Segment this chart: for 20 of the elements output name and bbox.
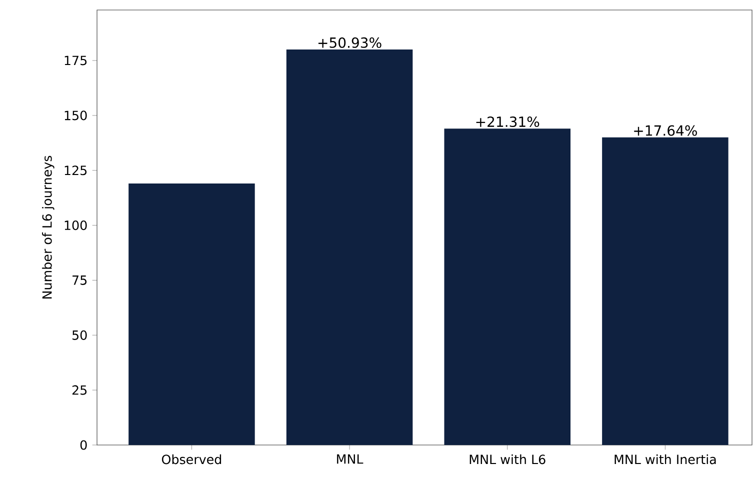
annotation: +50.93% [318, 37, 382, 48]
y-tick-label: 50 [72, 330, 87, 340]
bar [444, 128, 571, 445]
y-tick-label: 150 [64, 110, 87, 120]
y-tick-label: 0 [80, 440, 87, 450]
y-axis-title: Number of L6 journeys [42, 156, 54, 299]
x-tick-label: MNL with L6 [470, 454, 546, 464]
y-tick-label: 175 [64, 56, 87, 66]
y-tick-label: 100 [64, 220, 87, 230]
bar [286, 50, 413, 445]
y-tick-label: 125 [64, 166, 87, 176]
bar [602, 137, 728, 445]
x-tick-label: MNL [337, 454, 364, 464]
y-tick-label: 25 [72, 385, 87, 395]
y-tick-label: 75 [72, 276, 87, 285]
bar [128, 184, 255, 445]
annotation: +21.31% [476, 116, 540, 128]
x-tick-label: MNL with Inertia [614, 454, 716, 464]
x-tick-label: Observed [162, 454, 222, 464]
annotation: +17.64% [634, 125, 697, 136]
